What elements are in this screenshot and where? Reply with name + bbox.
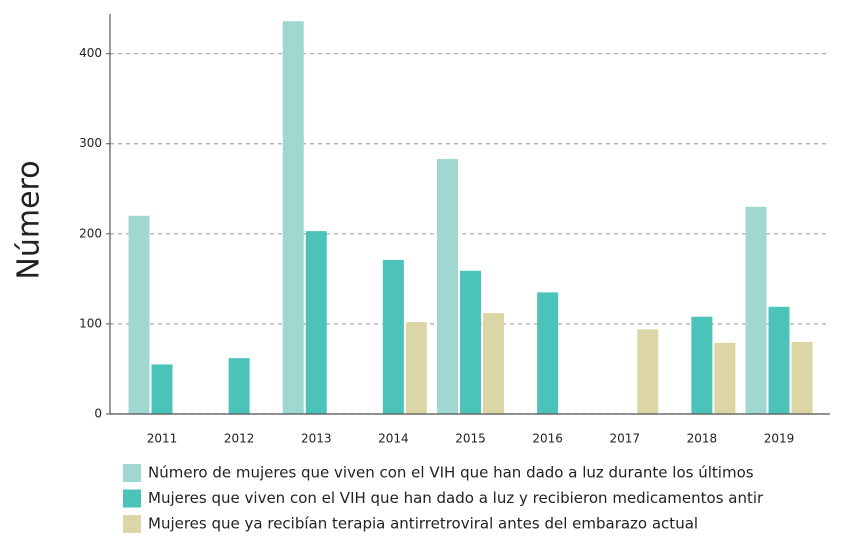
x-tick-label: 2019 xyxy=(764,432,795,446)
bar xyxy=(691,316,713,414)
legend-text: Número de mujeres que viven con el VIH q… xyxy=(148,464,754,482)
bar xyxy=(483,313,504,414)
legend-swatch xyxy=(123,464,141,482)
y-tick-label: 300 xyxy=(79,136,102,150)
bar xyxy=(128,215,150,414)
bar xyxy=(460,270,481,414)
bar xyxy=(228,358,250,414)
legend-swatch xyxy=(123,489,141,508)
x-tick-label: 2013 xyxy=(301,432,332,446)
bar xyxy=(537,292,559,414)
bar xyxy=(791,341,813,414)
x-tick-label: 2017 xyxy=(609,432,640,446)
bar xyxy=(637,329,659,414)
legend-swatch xyxy=(123,515,141,533)
y-tick-label: 100 xyxy=(79,316,102,330)
bar xyxy=(282,21,304,414)
x-tick-label: 2012 xyxy=(224,432,255,446)
bar xyxy=(305,231,327,414)
y-tick-label: 200 xyxy=(79,226,102,240)
bar xyxy=(714,342,736,414)
x-tick-label: 2015 xyxy=(455,432,486,446)
bar xyxy=(382,259,404,414)
y-axis-label: Número xyxy=(12,160,47,279)
bar xyxy=(151,364,173,414)
x-tick-label: 2011 xyxy=(147,432,178,446)
y-tick-label: 400 xyxy=(79,46,102,60)
y-tick-label: 0 xyxy=(94,407,102,421)
legend-text: Mujeres que ya recibían terapia antirret… xyxy=(148,515,698,533)
legend-text: Mujeres que viven con el VIH que han dad… xyxy=(148,489,764,507)
bar xyxy=(768,306,790,414)
x-tick-label: 2014 xyxy=(378,432,409,446)
x-tick-label: 2016 xyxy=(532,432,563,446)
bar xyxy=(437,159,458,414)
bar xyxy=(745,206,767,414)
x-tick-label: 2018 xyxy=(687,432,718,446)
bar xyxy=(405,322,427,414)
